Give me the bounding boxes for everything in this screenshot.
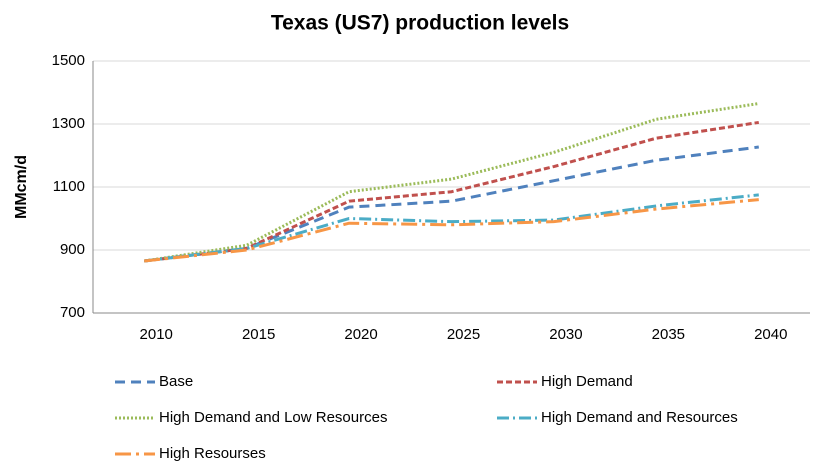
y-axis-label: MMcm/d [13, 155, 30, 219]
legend-label: High Demand and Low Resources [159, 409, 387, 426]
legend-label: High Demand [541, 373, 633, 390]
x-tick-label: 2040 [754, 326, 787, 343]
x-tick-label: 2030 [549, 326, 582, 343]
series-line [144, 198, 759, 263]
x-tick-label: 2015 [242, 326, 275, 343]
legend-label: High Demand and Resources [541, 409, 738, 426]
y-tick-label: 1500 [52, 52, 85, 69]
y-tick-label: 1300 [52, 115, 85, 132]
y-tick-label: 1100 [53, 178, 85, 195]
y-tick-label: 900 [60, 241, 85, 258]
series-line [144, 193, 759, 263]
x-tick-label: 2020 [344, 326, 377, 343]
chart-title: Texas (US7) production levels [271, 12, 569, 35]
x-tick-label: 2010 [140, 326, 173, 343]
series-line [144, 120, 760, 263]
series-line [143, 102, 760, 263]
x-tick-label: 2035 [652, 326, 685, 343]
legend-label: High Resourses [159, 445, 266, 462]
y-tick-label: 700 [60, 304, 85, 321]
legend-label: Base [159, 373, 193, 390]
x-tick-label: 2025 [447, 326, 480, 343]
